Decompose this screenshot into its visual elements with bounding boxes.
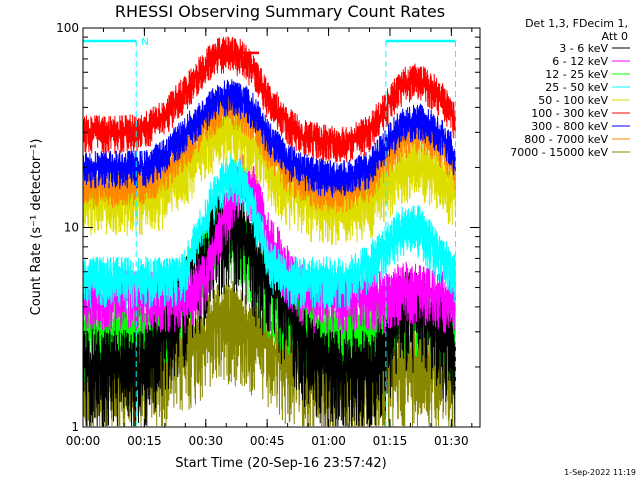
series-line-100-300-kev bbox=[82, 36, 456, 163]
chart-title: RHESSI Observing Summary Count Rates bbox=[115, 2, 445, 21]
y-tick-label-2: 100 bbox=[56, 21, 79, 35]
legend-label-3: 25 - 50 keV bbox=[545, 81, 608, 94]
legend-header-line-2: Att 0 bbox=[602, 30, 628, 43]
x-tick-label-4: 01:00 bbox=[311, 434, 346, 448]
legend-label-2: 12 - 25 keV bbox=[545, 68, 608, 81]
flag-label: N bbox=[141, 37, 148, 48]
x-tick-label-2: 00:30 bbox=[188, 434, 223, 448]
legend-label-7: 800 - 7000 keV bbox=[524, 133, 608, 146]
x-tick-label-6: 01:30 bbox=[434, 434, 469, 448]
x-tick-label-5: 01:15 bbox=[373, 434, 408, 448]
legend-label-5: 100 - 300 keV bbox=[531, 107, 608, 120]
x-axis-label: Start Time (20-Sep-16 23:57:42) bbox=[175, 456, 386, 471]
legend-label-6: 300 - 800 keV bbox=[531, 120, 608, 133]
legend-header-line-1: Det 1,3, FDecim 1, bbox=[525, 17, 628, 30]
legend-label-4: 50 - 100 keV bbox=[538, 94, 608, 107]
legend-label-8: 7000 - 15000 keV bbox=[510, 146, 608, 159]
axes: 00:00 00:15 00:30 00:45 01:00 01:15 01:30 1 10 10… bbox=[56, 21, 481, 448]
legend-label-0: 3 - 6 keV bbox=[559, 42, 608, 55]
legend-label-1: 6 - 12 keV bbox=[552, 55, 608, 68]
x-tick-label-0: 00:00 bbox=[66, 434, 101, 448]
x-tick-label-3: 00:45 bbox=[250, 434, 285, 448]
y-tick-label-0: 1 bbox=[71, 420, 79, 434]
y-axis-label: Count Rate (s⁻¹ detector⁻¹) bbox=[29, 139, 44, 316]
plot-area: N bbox=[82, 36, 456, 427]
y-tick-label-1: 10 bbox=[64, 221, 79, 235]
timestamp: 1-Sep-2022 11:19 bbox=[564, 468, 636, 477]
series-line-300-800-kev bbox=[82, 79, 456, 198]
series-line-25-50-kev bbox=[82, 151, 456, 310]
x-tick-label-1: 00:15 bbox=[127, 434, 162, 448]
